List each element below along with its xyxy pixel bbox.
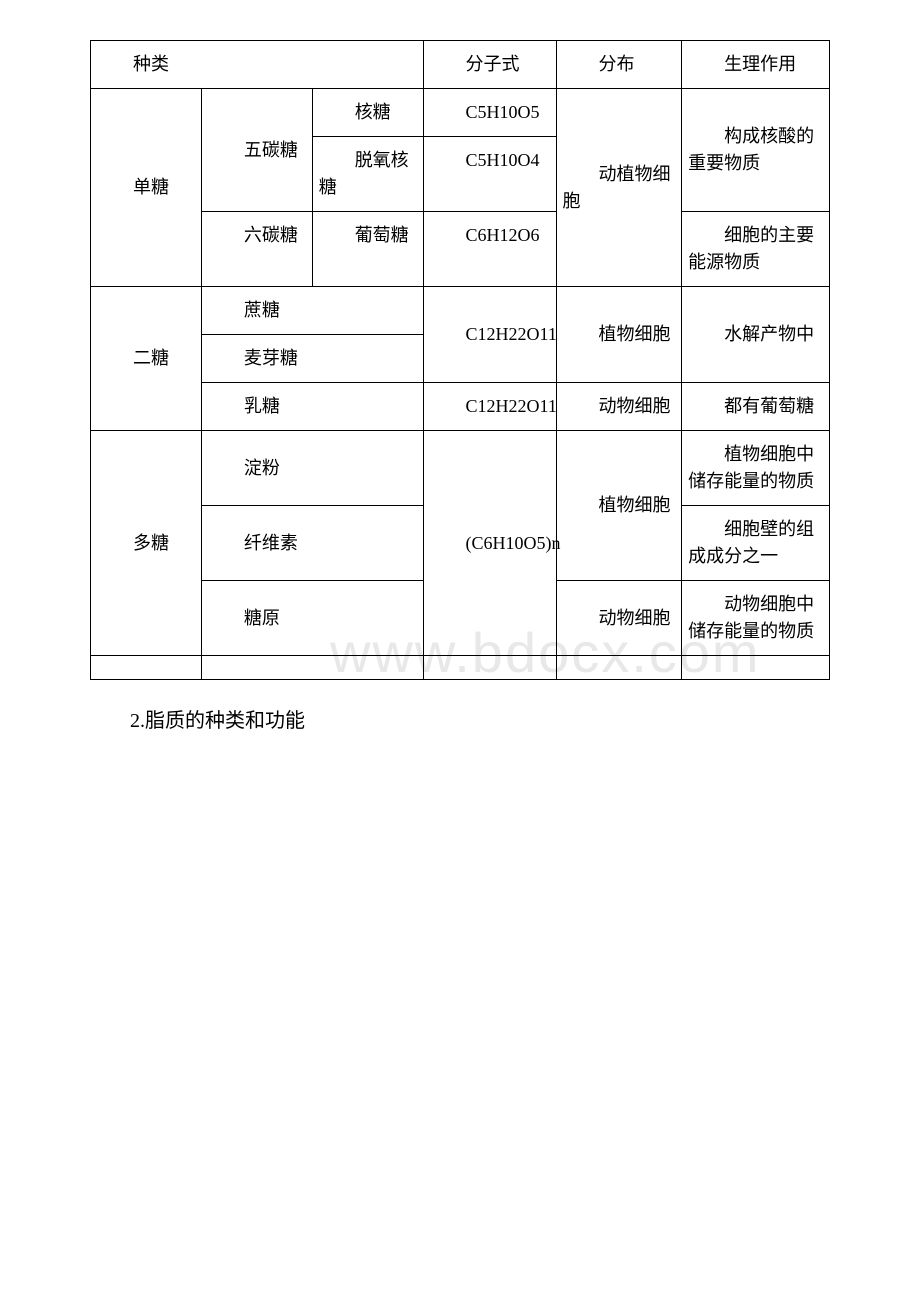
cell-ribose-formula: C5H10O5 (423, 89, 556, 137)
table-row: 乳糖 C12H22O11 动物细胞 都有葡萄糖 (91, 383, 830, 431)
cell-deoxyribose-formula: C5H10O4 (423, 137, 556, 212)
header-function: 生理作用 (682, 41, 830, 89)
cell-di-plant: 植物细胞 (556, 287, 682, 383)
header-distribution: 分布 (556, 41, 682, 89)
cell-disaccharide: 二糖 (91, 287, 202, 431)
cell-cellulose-function: 细胞壁的组成成分之一 (682, 506, 830, 581)
table-empty-row (91, 656, 830, 680)
cell-glucose-formula: C6H12O6 (423, 212, 556, 287)
cell-pentose-function: 构成核酸的重要物质 (682, 89, 830, 212)
empty-cell (556, 656, 682, 680)
cell-glycogen: 糖原 (201, 581, 423, 656)
cell-cellulose: 纤维素 (201, 506, 423, 581)
cell-starch: 淀粉 (201, 431, 423, 506)
cell-sucrose: 蔗糖 (201, 287, 423, 335)
cell-starch-function: 植物细胞中储存能量的物质 (682, 431, 830, 506)
table-row: 多糖 淀粉 (C6H10O5)n 植物细胞 植物细胞中储存能量的物质 (91, 431, 830, 506)
empty-cell (201, 656, 423, 680)
empty-cell (91, 656, 202, 680)
cell-di-function2: 都有葡萄糖 (682, 383, 830, 431)
cell-hexose: 六碳糖 (201, 212, 312, 287)
table-header-row: 种类 分子式 分布 生理作用 (91, 41, 830, 89)
cell-di-function1: 水解产物中 (682, 287, 830, 383)
cell-poly-animal: 动物细胞 (556, 581, 682, 656)
cell-lactose-formula: C12H22O11 (423, 383, 556, 431)
cell-poly-formula: (C6H10O5)n (423, 431, 556, 656)
cell-mono-distribution: 动植物细胞 (556, 89, 682, 287)
cell-lactose: 乳糖 (201, 383, 423, 431)
cell-pentose: 五碳糖 (201, 89, 312, 212)
cell-di-formula1: C12H22O11 (423, 287, 556, 383)
cell-ribose: 核糖 (312, 89, 423, 137)
cell-deoxyribose: 脱氧核糖 (312, 137, 423, 212)
cell-polysaccharide: 多糖 (91, 431, 202, 656)
header-type: 种类 (91, 41, 424, 89)
empty-cell (682, 656, 830, 680)
table-row: 单糖 五碳糖 核糖 C5H10O5 动植物细胞 构成核酸的重要物质 (91, 89, 830, 137)
table-row: 六碳糖 葡萄糖 C6H12O6 细胞的主要能源物质 (91, 212, 830, 287)
section-title-lipids: 2.脂质的种类和功能 (90, 704, 830, 733)
empty-cell (423, 656, 556, 680)
header-formula: 分子式 (423, 41, 556, 89)
cell-glycogen-function: 动物细胞中储存能量的物质 (682, 581, 830, 656)
table-row: 二糖 蔗糖 C12H22O11 植物细胞 水解产物中 (91, 287, 830, 335)
cell-di-animal: 动物细胞 (556, 383, 682, 431)
cell-maltose: 麦芽糖 (201, 335, 423, 383)
table-container: www.bdocx.com 种类 分子式 分布 生理作用 单糖 五碳糖 核糖 C… (90, 40, 830, 680)
sugar-classification-table: 种类 分子式 分布 生理作用 单糖 五碳糖 核糖 C5H10O5 动植物细胞 构… (90, 40, 830, 680)
cell-hexose-function: 细胞的主要能源物质 (682, 212, 830, 287)
cell-poly-plant: 植物细胞 (556, 431, 682, 581)
cell-monosaccharide: 单糖 (91, 89, 202, 287)
cell-glucose: 葡萄糖 (312, 212, 423, 287)
